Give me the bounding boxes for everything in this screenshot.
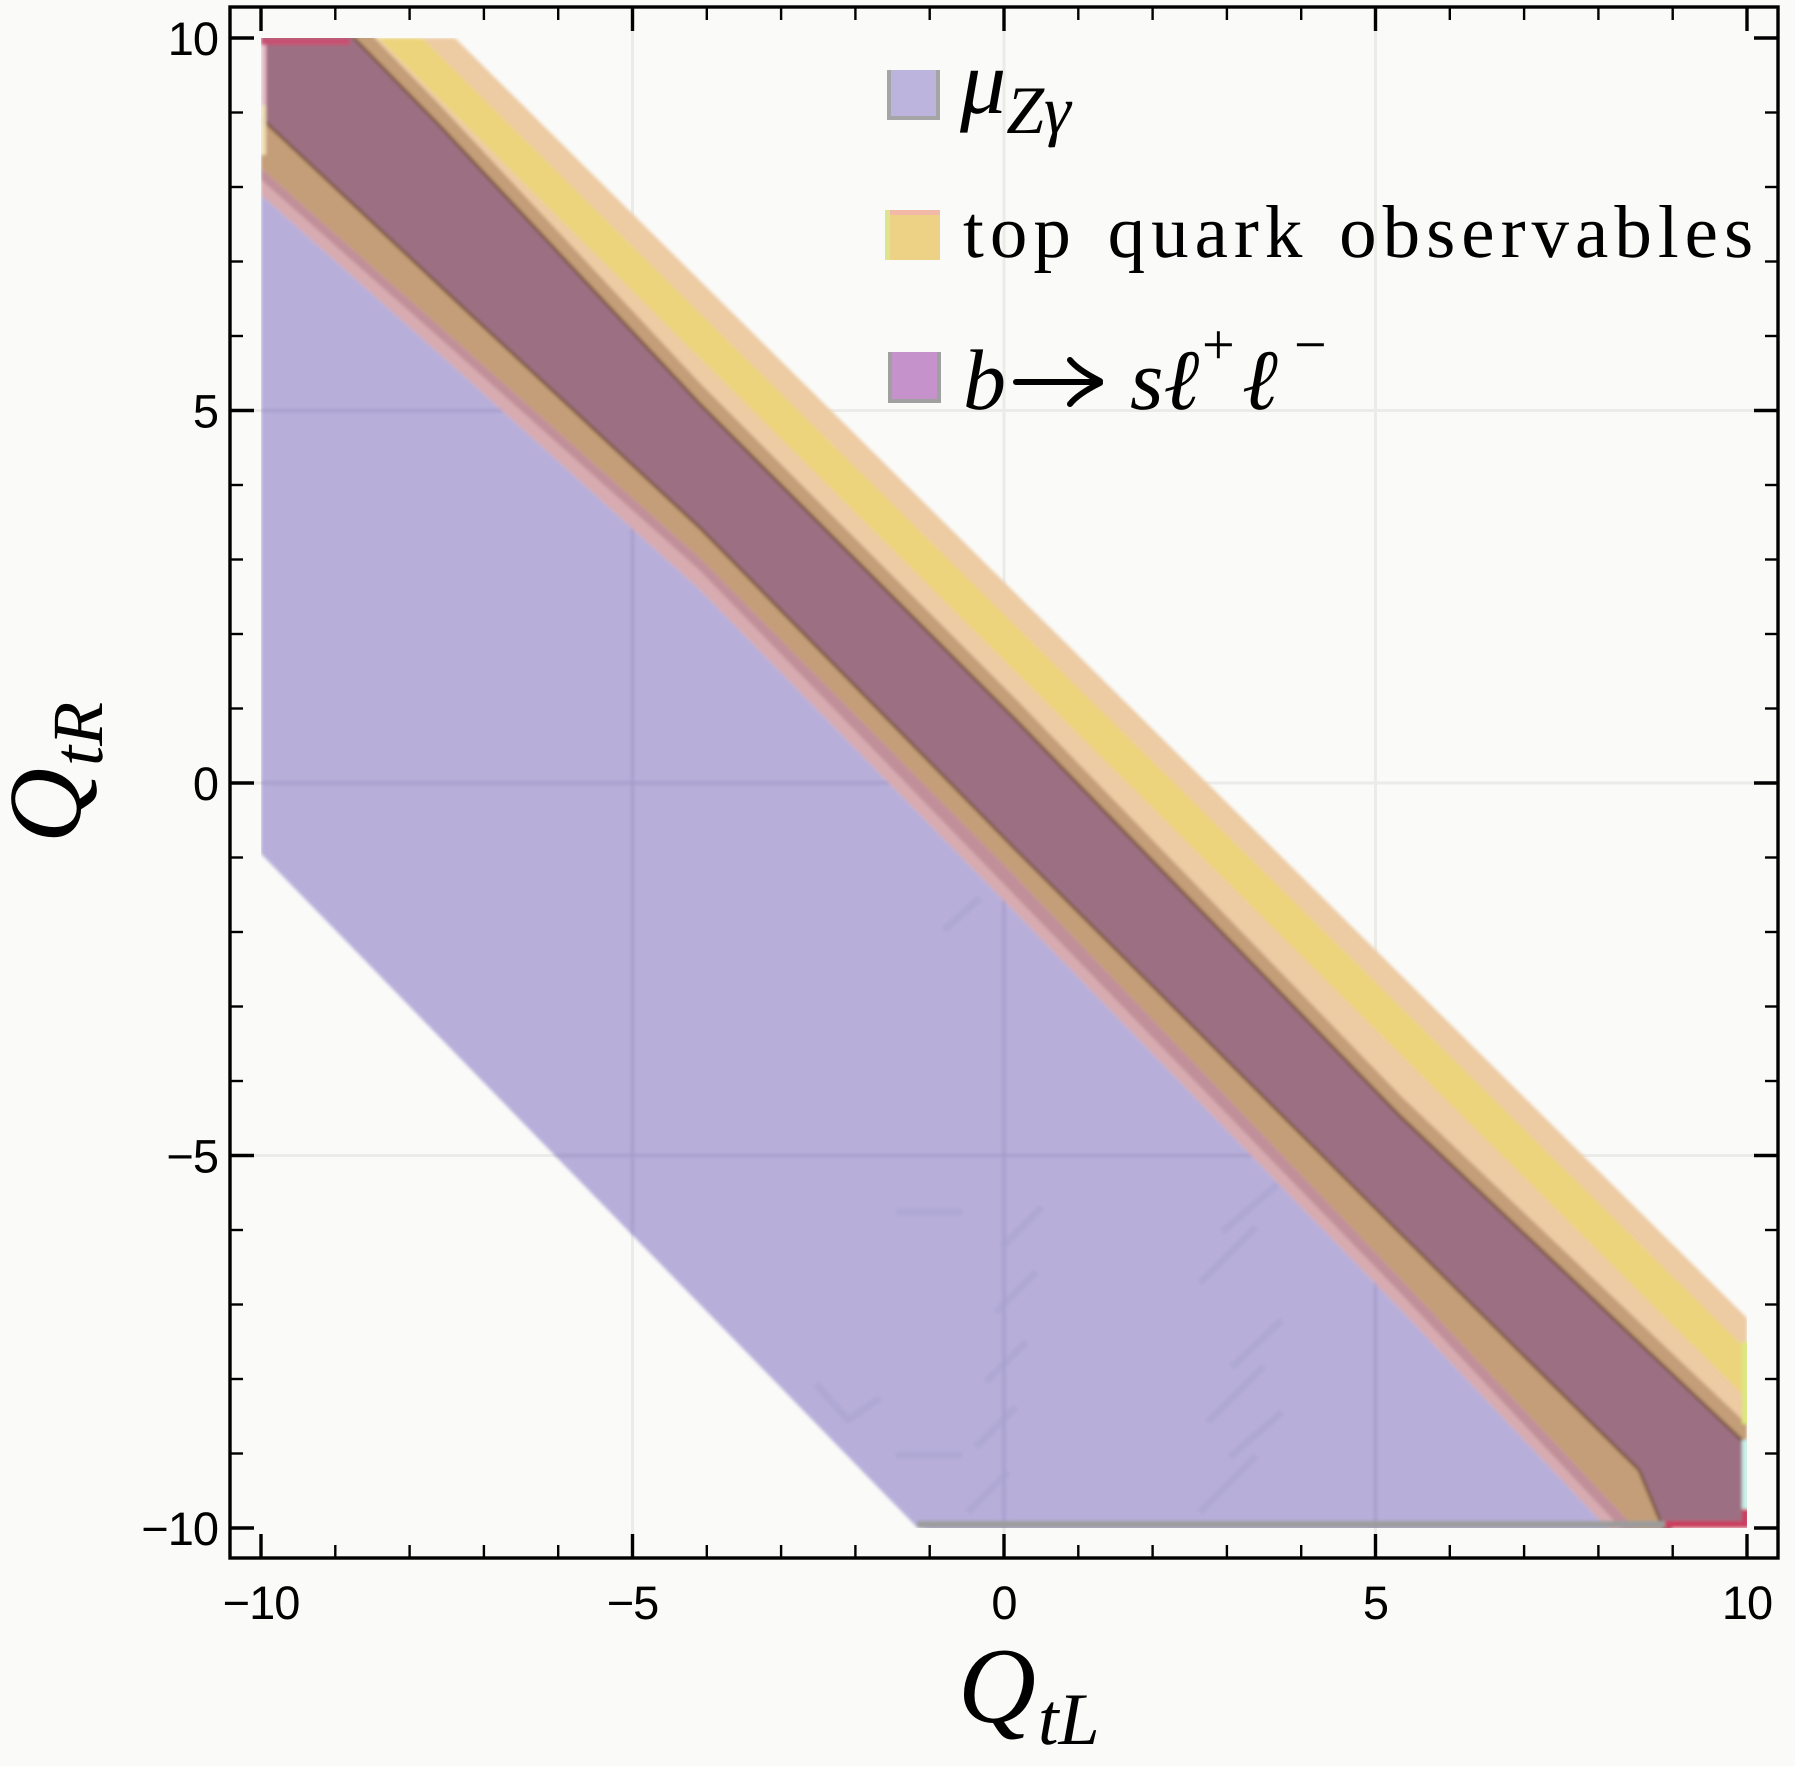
svg-text:5: 5 (1363, 1576, 1388, 1629)
svg-text:5: 5 (193, 385, 218, 438)
svg-text:+: + (1202, 312, 1235, 377)
svg-text:−: − (1294, 312, 1327, 377)
svg-text:0: 0 (193, 757, 218, 810)
svg-text:10: 10 (168, 12, 218, 65)
svg-text:−5: −5 (166, 1130, 218, 1183)
svg-text:ℓ: ℓ (1242, 332, 1278, 428)
svg-text:top quark observables: top quark observables (963, 191, 1759, 274)
svg-text:−10: −10 (223, 1576, 300, 1629)
svg-text:b: b (963, 332, 1006, 428)
svg-text:0: 0 (991, 1576, 1016, 1629)
svg-text:−10: −10 (141, 1502, 218, 1555)
svg-text:10: 10 (1722, 1576, 1772, 1629)
svg-text:−5: −5 (607, 1576, 659, 1629)
svg-text:sℓ: sℓ (1130, 332, 1199, 428)
